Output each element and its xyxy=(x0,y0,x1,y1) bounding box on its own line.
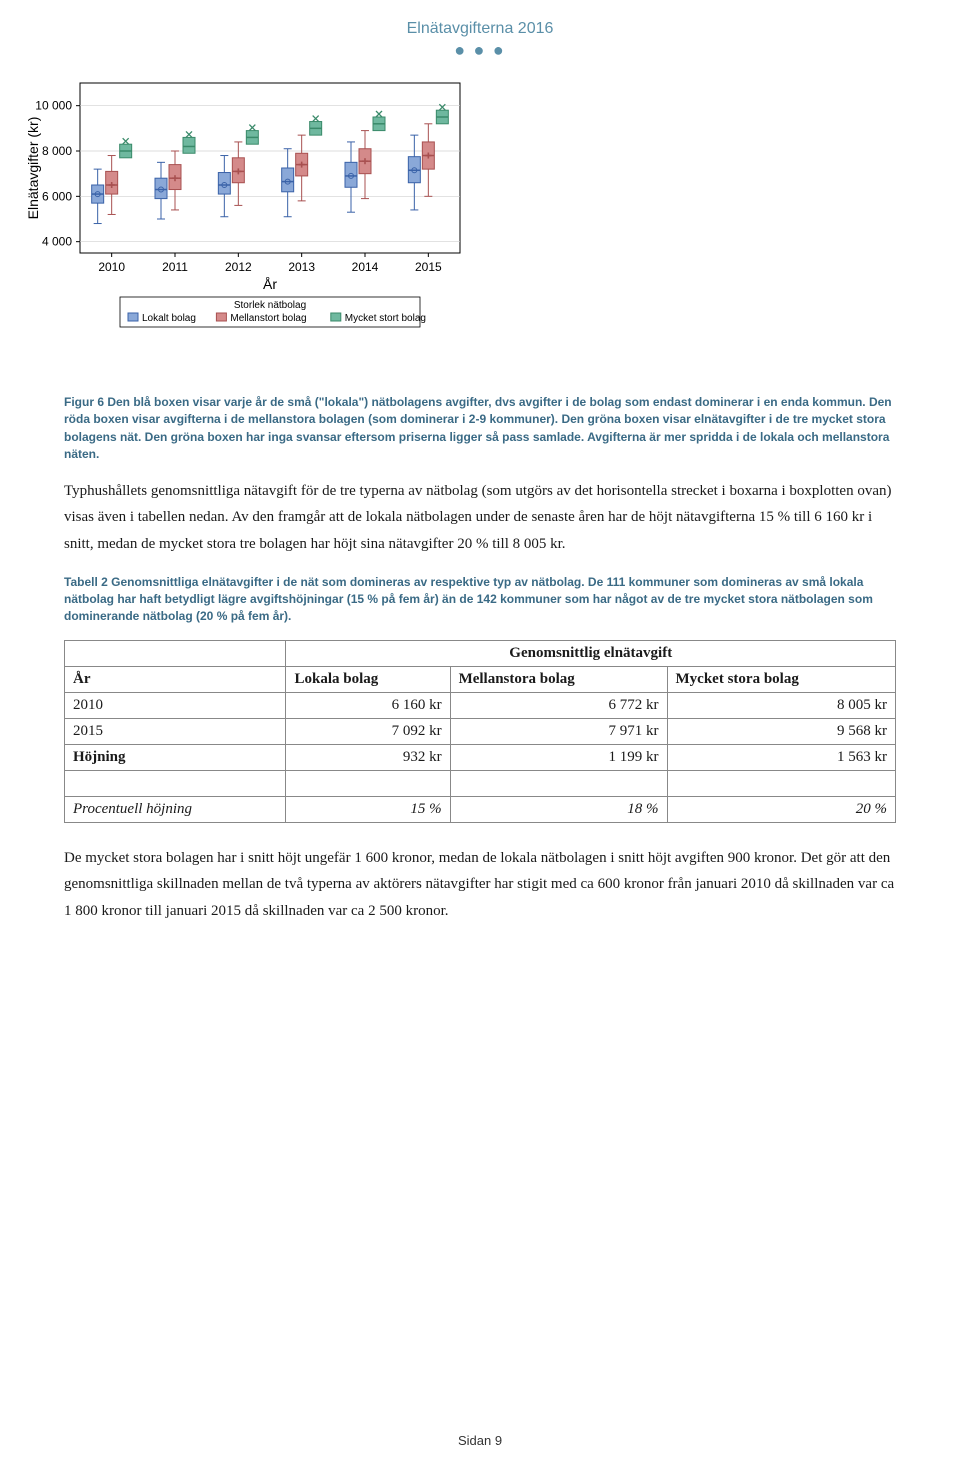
boxplot-svg: 4 000 6 000 8 000 10 000 Elnätavgifter (kr) 2… xyxy=(24,71,484,371)
svg-text:2014: 2014 xyxy=(352,260,379,274)
col-large: Mycket stora bolag xyxy=(667,666,895,692)
boxplot-chart: 4 000 6 000 8 000 10 000 Elnätavgifter (kr) 2… xyxy=(24,71,484,376)
svg-text:Lokalt bolag: Lokalt bolag xyxy=(142,313,196,324)
table-row: Höjning932 kr1 199 kr1 563 kr xyxy=(65,744,896,770)
avg-fees-table: Genomsnittlig elnätavgift År Lokala bola… xyxy=(64,640,896,823)
figure-6-caption: Figur 6 Den blå boxen visar varje år de … xyxy=(64,394,896,464)
paragraph-2: De mycket stora bolagen har i snitt höjt… xyxy=(64,845,896,925)
col-medium: Mellanstora bolag xyxy=(450,666,667,692)
svg-text:Elnätavgifter (kr): Elnätavgifter (kr) xyxy=(25,117,41,220)
table-group-header: Genomsnittlig elnätavgift xyxy=(286,640,896,666)
svg-text:2013: 2013 xyxy=(288,260,315,274)
page-footer: Sidan 9 xyxy=(0,1433,960,1448)
page-header-dots: ● ● ● xyxy=(64,40,896,61)
svg-text:Mycket stort bolag: Mycket stort bolag xyxy=(345,313,426,324)
col-year: År xyxy=(65,666,286,692)
svg-text:År: År xyxy=(263,276,277,292)
table-blank-header xyxy=(65,640,286,666)
svg-text:2012: 2012 xyxy=(225,260,252,274)
paragraph-1: Typhushållets genomsnittliga nätavgift f… xyxy=(64,478,896,558)
table-pct-row: Procentuell höjning15 %18 %20 % xyxy=(65,796,896,822)
svg-text:2015: 2015 xyxy=(415,260,442,274)
svg-text:Storlek nätbolag: Storlek nätbolag xyxy=(234,300,306,311)
col-local: Lokala bolag xyxy=(286,666,450,692)
table-spacer-row xyxy=(65,770,896,796)
svg-text:2010: 2010 xyxy=(98,260,125,274)
table-row: 20106 160 kr6 772 kr8 005 kr xyxy=(65,692,896,718)
page-header-title: Elnätavgifterna 2016 xyxy=(64,20,896,38)
svg-text:4 000: 4 000 xyxy=(42,235,72,249)
svg-text:Mellanstort bolag: Mellanstort bolag xyxy=(230,313,306,324)
svg-text:2011: 2011 xyxy=(162,260,188,274)
svg-text:10 000: 10 000 xyxy=(35,99,72,113)
table-2-caption: Tabell 2 Genomsnittliga elnätavgifter i … xyxy=(64,574,896,626)
svg-text:8 000: 8 000 xyxy=(42,144,72,158)
svg-text:6 000: 6 000 xyxy=(42,189,72,203)
table-row: 20157 092 kr7 971 kr9 568 kr xyxy=(65,718,896,744)
